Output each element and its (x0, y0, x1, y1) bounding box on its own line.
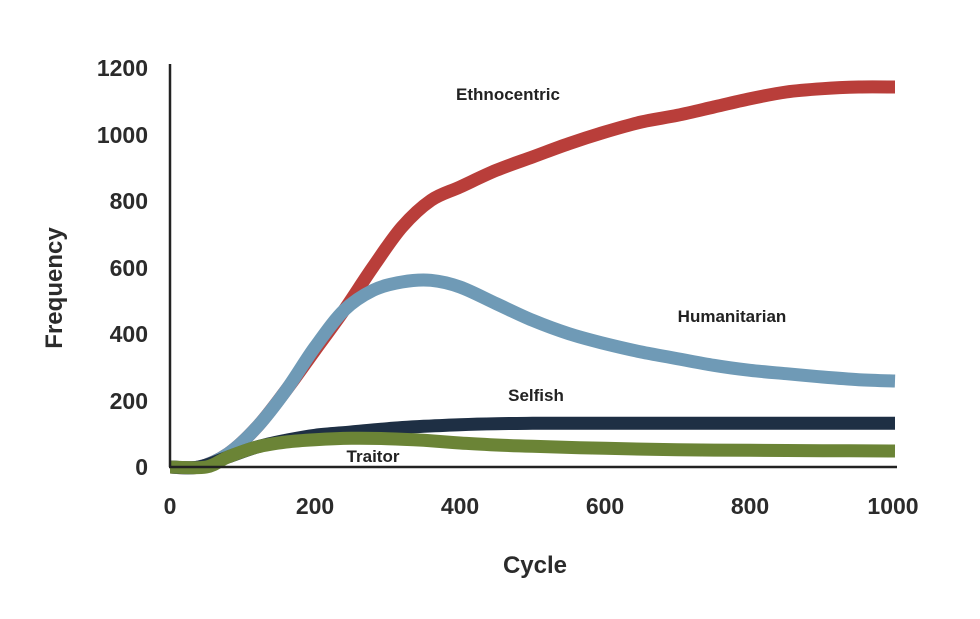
x-tick-labels: 0 200 400 600 800 1000 (164, 493, 919, 519)
y-tick-labels: 0 200 400 600 800 1000 1200 (97, 55, 148, 480)
y-tick-label: 0 (135, 454, 148, 480)
x-tick-label: 600 (586, 493, 624, 519)
x-tick-label: 800 (731, 493, 769, 519)
series-label-selfish: Selfish (508, 386, 564, 405)
y-tick-label: 1200 (97, 55, 148, 81)
y-tick-label: 400 (110, 321, 148, 347)
series-label-humanitarian: Humanitarian (678, 307, 787, 326)
series-label-traitor: Traitor (347, 447, 400, 466)
series-labels: Ethnocentric Humanitarian Selfish Traito… (347, 85, 787, 466)
x-tick-label: 1000 (867, 493, 918, 519)
x-tick-label: 200 (296, 493, 334, 519)
y-axis-title: Frequency (41, 227, 68, 349)
x-tick-label: 0 (164, 493, 177, 519)
y-tick-label: 600 (110, 255, 148, 281)
y-tick-label: 200 (110, 388, 148, 414)
series-label-ethnocentric: Ethnocentric (456, 85, 560, 104)
series-line-humanitarian (169, 273, 896, 475)
x-tick-label: 400 (441, 493, 479, 519)
x-axis-title: Cycle (503, 552, 567, 579)
series-line-traitor (169, 431, 896, 475)
y-tick-label: 1000 (97, 122, 148, 148)
axes (168, 64, 897, 469)
y-tick-label: 800 (110, 188, 148, 214)
series-lines (169, 80, 896, 475)
